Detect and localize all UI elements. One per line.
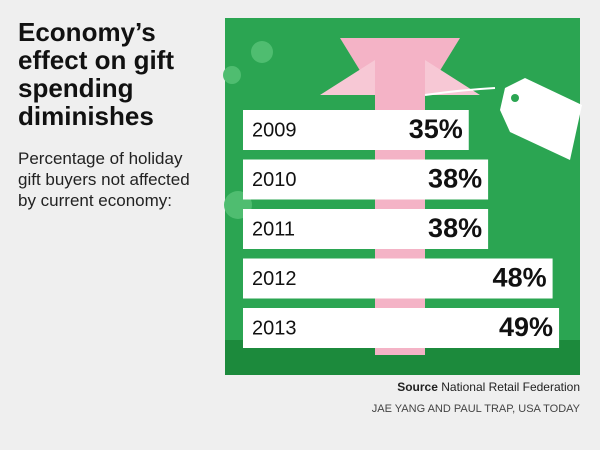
tag-hole bbox=[511, 94, 519, 102]
bar bbox=[243, 209, 489, 249]
ornament bbox=[251, 41, 273, 63]
category-label: 2009 bbox=[252, 119, 297, 141]
bar bbox=[243, 110, 469, 150]
category-label: 2013 bbox=[252, 317, 297, 339]
value-label: 35% bbox=[409, 114, 463, 144]
value-label: 48% bbox=[493, 263, 547, 293]
chart-title: Economy’s effect on gift spending dimini… bbox=[18, 17, 174, 131]
source-label: Source bbox=[397, 380, 438, 394]
ornament bbox=[223, 66, 241, 84]
bar bbox=[243, 308, 560, 348]
gift-tag bbox=[500, 78, 582, 160]
source: Source National Retail Federation bbox=[397, 380, 580, 394]
bar bbox=[243, 258, 553, 299]
category-label: 2010 bbox=[252, 169, 297, 191]
category-label: 2011 bbox=[252, 218, 295, 240]
category-label: 2012 bbox=[252, 268, 297, 290]
tag-string bbox=[424, 87, 496, 96]
source-text: National Retail Federation bbox=[441, 380, 580, 394]
value-label: 38% bbox=[428, 164, 482, 194]
bars: 2009 35% 2010 38% 2011 38% 2012 48% 2013 49% bbox=[243, 110, 560, 348]
ribbon bbox=[375, 60, 425, 355]
chart-subtitle: Percentage of holiday gift buyers not af… bbox=[18, 149, 190, 210]
value-label: 38% bbox=[428, 213, 482, 243]
bow bbox=[320, 60, 480, 95]
credit: JAE YANG AND PAUL TRAP, USA TODAY bbox=[372, 403, 581, 415]
value-label: 49% bbox=[499, 312, 553, 342]
bar bbox=[243, 159, 489, 200]
